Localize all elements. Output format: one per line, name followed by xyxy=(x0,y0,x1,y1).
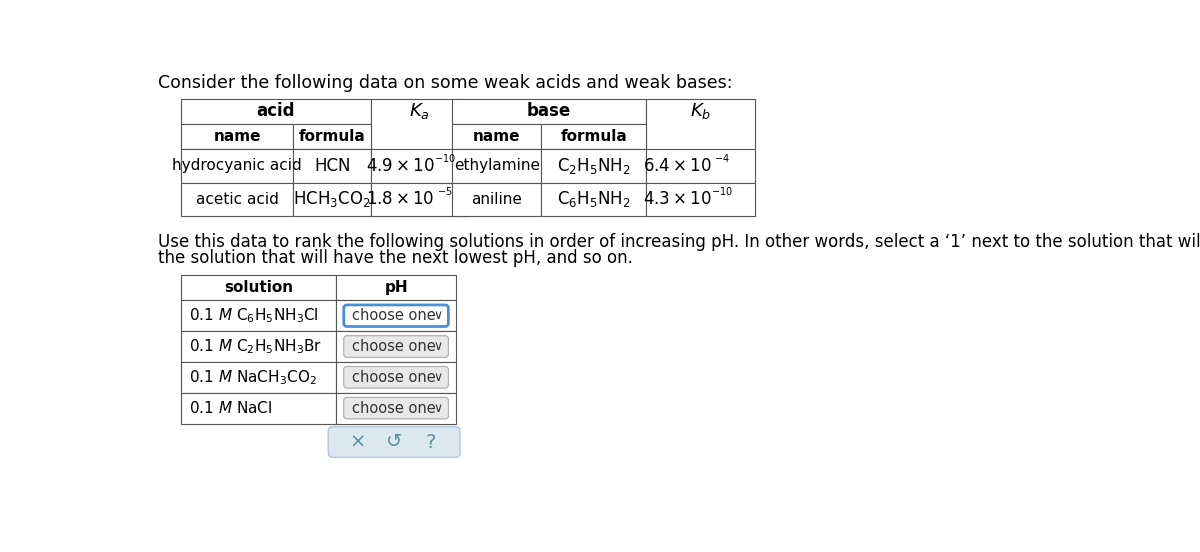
Text: solution: solution xyxy=(224,280,293,295)
FancyBboxPatch shape xyxy=(343,336,449,357)
Bar xyxy=(181,183,293,216)
Text: $\mathrm{HCH_3CO_2}$: $\mathrm{HCH_3CO_2}$ xyxy=(293,189,371,209)
FancyBboxPatch shape xyxy=(329,427,460,458)
Text: choose one: choose one xyxy=(352,370,436,385)
Text: name: name xyxy=(473,129,521,144)
Bar xyxy=(371,99,468,216)
Text: Use this data to rank the following solutions in order of increasing pH. In othe: Use this data to rank the following solu… xyxy=(157,232,1200,251)
Text: choose one: choose one xyxy=(352,308,436,323)
Text: ∨: ∨ xyxy=(433,340,442,353)
Bar xyxy=(541,150,646,183)
Text: acid: acid xyxy=(257,102,295,120)
Bar xyxy=(181,300,336,331)
Text: $4.9\times10$: $4.9\times10$ xyxy=(366,157,434,175)
Bar xyxy=(452,99,646,124)
Text: 0.1 $\mathit{M}$ $\mathrm{C_2H_5NH_3Br}$: 0.1 $\mathit{M}$ $\mathrm{C_2H_5NH_3Br}$ xyxy=(188,337,322,356)
Text: aniline: aniline xyxy=(472,192,522,206)
Text: ×: × xyxy=(349,433,366,452)
Bar xyxy=(541,124,646,150)
Bar xyxy=(371,150,468,183)
Bar xyxy=(181,99,371,124)
Bar xyxy=(541,183,646,216)
Text: $\mathrm{C_6H_5NH_2}$: $\mathrm{C_6H_5NH_2}$ xyxy=(557,189,630,209)
Text: $^{-4}$: $^{-4}$ xyxy=(714,153,730,168)
Text: choose one: choose one xyxy=(352,339,436,354)
Bar xyxy=(181,362,336,392)
Bar xyxy=(336,392,456,423)
Bar xyxy=(293,150,371,183)
Text: ∨: ∨ xyxy=(433,402,442,415)
Text: formula: formula xyxy=(299,129,366,144)
Bar xyxy=(452,183,541,216)
Bar xyxy=(181,331,336,362)
Bar xyxy=(181,275,336,300)
Bar xyxy=(336,331,456,362)
Text: $^{-10}$: $^{-10}$ xyxy=(434,153,456,168)
Text: acetic acid: acetic acid xyxy=(196,192,278,206)
Text: ∨: ∨ xyxy=(433,309,442,322)
Bar xyxy=(646,150,755,183)
Text: name: name xyxy=(214,129,260,144)
Text: hydrocyanic acid: hydrocyanic acid xyxy=(173,158,302,173)
FancyBboxPatch shape xyxy=(343,367,449,388)
Bar xyxy=(336,362,456,392)
Bar xyxy=(646,99,755,216)
Bar xyxy=(293,183,371,216)
Text: ↺: ↺ xyxy=(386,433,402,452)
Bar xyxy=(181,392,336,423)
Bar xyxy=(336,300,456,331)
Text: $6.4\times10$: $6.4\times10$ xyxy=(642,157,712,175)
Bar xyxy=(181,124,293,150)
Text: ethylamine: ethylamine xyxy=(454,158,540,173)
Text: ∨: ∨ xyxy=(433,371,442,384)
Bar xyxy=(181,150,293,183)
Text: Consider the following data on some weak acids and weak bases:: Consider the following data on some weak… xyxy=(157,74,732,92)
Text: 0.1 $\mathit{M}$ NaCl: 0.1 $\mathit{M}$ NaCl xyxy=(188,400,272,416)
FancyBboxPatch shape xyxy=(343,305,449,326)
Text: $K_b$: $K_b$ xyxy=(690,101,710,121)
Text: HCN: HCN xyxy=(314,157,350,175)
Text: ?: ? xyxy=(426,433,437,452)
Text: $K_a$: $K_a$ xyxy=(409,101,430,121)
Text: $1.8\times10$: $1.8\times10$ xyxy=(366,190,434,208)
Text: $^{-10}$: $^{-10}$ xyxy=(710,187,733,201)
Bar xyxy=(336,275,456,300)
Bar xyxy=(452,150,541,183)
Text: formula: formula xyxy=(560,129,628,144)
Text: choose one: choose one xyxy=(352,401,436,416)
Text: 0.1 $\mathit{M}$ $\mathrm{NaCH_3CO_2}$: 0.1 $\mathit{M}$ $\mathrm{NaCH_3CO_2}$ xyxy=(188,368,317,386)
Text: the solution that will have the next lowest pH, and so on.: the solution that will have the next low… xyxy=(157,249,632,267)
Text: $^{-5}$: $^{-5}$ xyxy=(438,187,454,201)
Text: $\mathrm{C_2H_5NH_2}$: $\mathrm{C_2H_5NH_2}$ xyxy=(557,156,630,176)
Bar xyxy=(452,124,541,150)
Text: $4.3\times10$: $4.3\times10$ xyxy=(642,190,712,208)
Bar xyxy=(293,124,371,150)
Bar xyxy=(371,183,468,216)
FancyBboxPatch shape xyxy=(343,397,449,419)
Text: base: base xyxy=(527,102,571,120)
Bar xyxy=(646,183,755,216)
Text: pH: pH xyxy=(384,280,408,295)
Text: 0.1 $\mathit{M}$ $\mathrm{C_6H_5NH_3Cl}$: 0.1 $\mathit{M}$ $\mathrm{C_6H_5NH_3Cl}$ xyxy=(188,306,318,325)
